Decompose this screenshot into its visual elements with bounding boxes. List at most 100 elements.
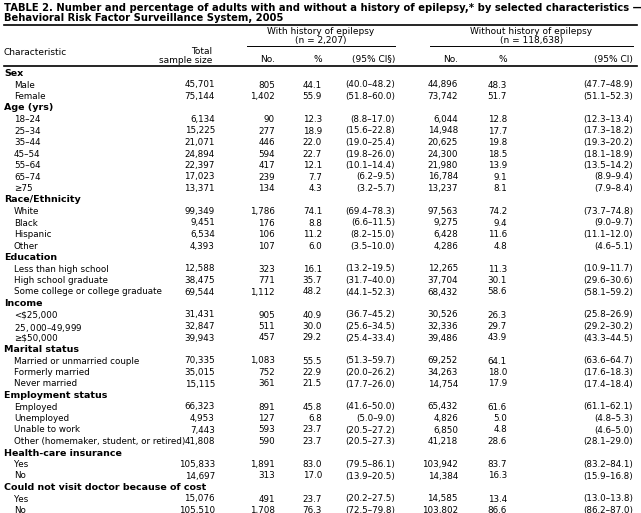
Text: 31,431: 31,431 <box>185 310 215 320</box>
Text: 511: 511 <box>258 322 275 331</box>
Text: 176: 176 <box>258 219 275 227</box>
Text: 83.0: 83.0 <box>303 460 322 469</box>
Text: 4,393: 4,393 <box>190 242 215 250</box>
Text: Unable to work: Unable to work <box>14 425 80 435</box>
Text: Employment status: Employment status <box>4 391 108 400</box>
Text: 18.9: 18.9 <box>303 127 322 135</box>
Text: 4,286: 4,286 <box>433 242 458 250</box>
Text: 35–44: 35–44 <box>14 138 40 147</box>
Text: 29.7: 29.7 <box>488 322 507 331</box>
Text: Characteristic: Characteristic <box>4 48 67 57</box>
Text: Total: Total <box>191 47 212 56</box>
Text: High school graduate: High school graduate <box>14 276 108 285</box>
Text: 18.5: 18.5 <box>488 149 507 159</box>
Text: $25,000–$49,999: $25,000–$49,999 <box>14 322 83 334</box>
Text: (20.5–27.2): (20.5–27.2) <box>345 425 395 435</box>
Text: (15.9–16.8): (15.9–16.8) <box>583 471 633 481</box>
Text: 4.3: 4.3 <box>308 184 322 193</box>
Text: 1,891: 1,891 <box>250 460 275 469</box>
Text: 41,218: 41,218 <box>428 437 458 446</box>
Text: 14,384: 14,384 <box>428 471 458 481</box>
Text: 752: 752 <box>258 368 275 377</box>
Text: 23.7: 23.7 <box>303 495 322 503</box>
Text: 13.4: 13.4 <box>488 495 507 503</box>
Text: 73,742: 73,742 <box>428 92 458 101</box>
Text: 34,263: 34,263 <box>428 368 458 377</box>
Text: 7,443: 7,443 <box>190 425 215 435</box>
Text: (8.9–9.4): (8.9–9.4) <box>594 172 633 182</box>
Text: 16.3: 16.3 <box>488 471 507 481</box>
Text: 891: 891 <box>258 403 275 411</box>
Text: (20.0–26.2): (20.0–26.2) <box>345 368 395 377</box>
Text: (31.7–40.0): (31.7–40.0) <box>345 276 395 285</box>
Text: 32,847: 32,847 <box>185 322 215 331</box>
Text: (8.8–17.0): (8.8–17.0) <box>351 115 395 124</box>
Text: (47.7–48.9): (47.7–48.9) <box>583 81 633 89</box>
Text: 99,349: 99,349 <box>185 207 215 216</box>
Text: Employed: Employed <box>14 403 58 411</box>
Text: 593: 593 <box>258 425 275 435</box>
Text: 39,943: 39,943 <box>185 333 215 343</box>
Text: (11.1–12.0): (11.1–12.0) <box>583 230 633 239</box>
Text: 11.2: 11.2 <box>303 230 322 239</box>
Text: Formerly married: Formerly married <box>14 368 90 377</box>
Text: 18–24: 18–24 <box>14 115 40 124</box>
Text: 35,015: 35,015 <box>185 368 215 377</box>
Text: (19.8–26.0): (19.8–26.0) <box>345 149 395 159</box>
Text: 107: 107 <box>258 242 275 250</box>
Text: 70,335: 70,335 <box>184 357 215 365</box>
Text: 74.1: 74.1 <box>303 207 322 216</box>
Text: 32,336: 32,336 <box>428 322 458 331</box>
Text: (95% CI§): (95% CI§) <box>352 55 395 64</box>
Text: Health-care insurance: Health-care insurance <box>4 448 122 458</box>
Text: 12.1: 12.1 <box>303 161 322 170</box>
Text: 277: 277 <box>258 127 275 135</box>
Text: 17.9: 17.9 <box>488 380 507 388</box>
Text: 1,402: 1,402 <box>250 92 275 101</box>
Text: 44,896: 44,896 <box>428 81 458 89</box>
Text: 6,850: 6,850 <box>433 425 458 435</box>
Text: 17.7: 17.7 <box>488 127 507 135</box>
Text: (72.5–79.8): (72.5–79.8) <box>345 506 395 513</box>
Text: 28.6: 28.6 <box>488 437 507 446</box>
Text: 12.3: 12.3 <box>303 115 322 124</box>
Text: 11.6: 11.6 <box>488 230 507 239</box>
Text: 127: 127 <box>258 414 275 423</box>
Text: 48.2: 48.2 <box>303 287 322 297</box>
Text: 1,083: 1,083 <box>250 357 275 365</box>
Text: 21.5: 21.5 <box>303 380 322 388</box>
Text: (58.1–59.2): (58.1–59.2) <box>583 287 633 297</box>
Text: 14,585: 14,585 <box>428 495 458 503</box>
Text: 21,980: 21,980 <box>428 161 458 170</box>
Text: 16,784: 16,784 <box>428 172 458 182</box>
Text: 25–34: 25–34 <box>14 127 40 135</box>
Text: 51.7: 51.7 <box>488 92 507 101</box>
Text: 17,023: 17,023 <box>185 172 215 182</box>
Text: 97,563: 97,563 <box>428 207 458 216</box>
Text: <$25,000: <$25,000 <box>14 310 58 320</box>
Text: (7.9–8.4): (7.9–8.4) <box>594 184 633 193</box>
Text: Age (yrs): Age (yrs) <box>4 104 53 112</box>
Text: (13.2–19.5): (13.2–19.5) <box>345 265 395 273</box>
Text: ≥75: ≥75 <box>14 184 33 193</box>
Text: (28.1–29.0): (28.1–29.0) <box>583 437 633 446</box>
Text: (4.8–5.3): (4.8–5.3) <box>594 414 633 423</box>
Text: 69,544: 69,544 <box>185 287 215 297</box>
Text: (15.6–22.8): (15.6–22.8) <box>345 127 395 135</box>
Text: 55.9: 55.9 <box>303 92 322 101</box>
Text: %: % <box>313 55 322 64</box>
Text: (17.6–18.3): (17.6–18.3) <box>583 368 633 377</box>
Text: (13.9–20.5): (13.9–20.5) <box>345 471 395 481</box>
Text: 361: 361 <box>258 380 275 388</box>
Text: No: No <box>14 506 26 513</box>
Text: 21,071: 21,071 <box>185 138 215 147</box>
Text: Sex: Sex <box>4 69 23 78</box>
Text: 417: 417 <box>258 161 275 170</box>
Text: Other: Other <box>14 242 38 250</box>
Text: sample size: sample size <box>158 56 212 65</box>
Text: 103,942: 103,942 <box>422 460 458 469</box>
Text: 45–54: 45–54 <box>14 149 40 159</box>
Text: Race/Ethnicity: Race/Ethnicity <box>4 195 81 205</box>
Text: Male: Male <box>14 81 35 89</box>
Text: 90: 90 <box>264 115 275 124</box>
